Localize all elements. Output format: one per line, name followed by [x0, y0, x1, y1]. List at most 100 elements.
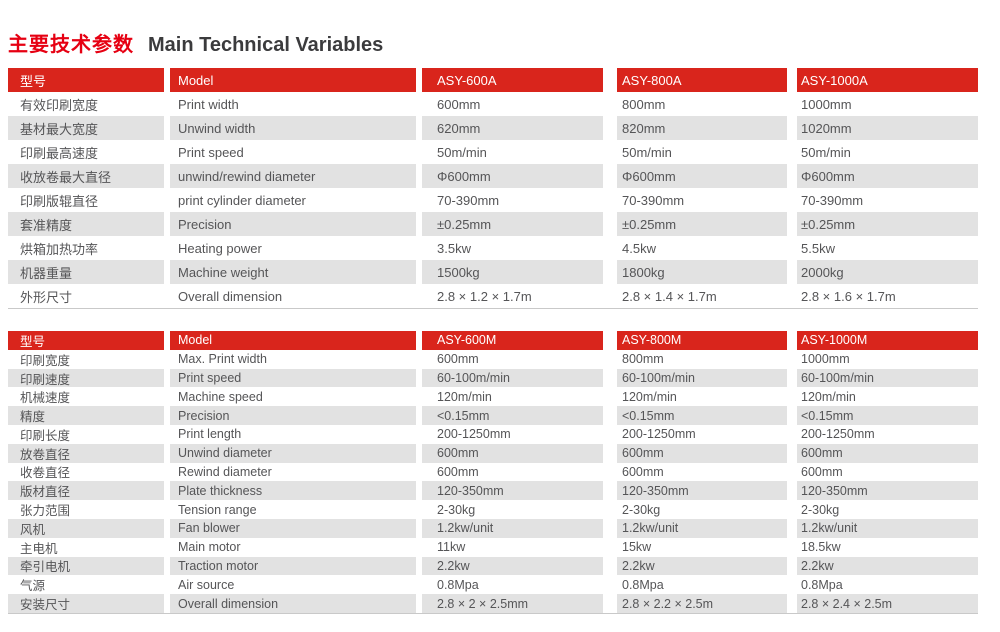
cell-value: 3.5kw — [437, 240, 471, 256]
cell-en-label: unwind/rewind diameter — [170, 164, 416, 188]
column-gap — [787, 594, 797, 613]
cell-cn-label: 烘箱加热功率 — [20, 241, 99, 257]
cell-value: Φ600mm — [797, 164, 978, 188]
cell-en-label: Air source — [178, 577, 235, 592]
header-cell: ASY-800A — [617, 68, 787, 92]
cell-value: ±0.25mm — [797, 212, 978, 236]
column-gap — [603, 406, 617, 425]
cell-en-label: Unwind width — [170, 116, 416, 140]
cell-value: 600mm — [797, 443, 978, 463]
cell-cn-label: 外形尺寸 — [20, 289, 73, 305]
cell-value: 2-30kg — [437, 502, 476, 517]
column-gap — [787, 188, 797, 212]
cell-value: 70-390mm — [801, 192, 864, 208]
cell-en-label: Print speed — [170, 368, 416, 388]
column-gap — [787, 538, 797, 557]
column-gap — [603, 331, 617, 350]
cell-value: 120m/min — [622, 389, 677, 404]
cell-cn-label: 安装尺寸 — [8, 594, 164, 613]
column-gap — [787, 519, 797, 538]
column-gap — [603, 236, 617, 260]
cell-value: 120m/min — [801, 389, 856, 404]
cell-value: 800mm — [622, 352, 664, 367]
cell-value: 1.2kw/unit — [617, 518, 787, 538]
column-gap — [603, 444, 617, 463]
column-gap — [603, 425, 617, 444]
column-gap — [603, 68, 617, 92]
cell-value: <0.15mm — [617, 406, 787, 425]
cell-value: ±0.25mm — [617, 212, 787, 236]
cell-en-label: Print speed — [178, 144, 244, 160]
column-gap — [603, 557, 617, 576]
column-gap — [787, 500, 797, 519]
column-gap — [787, 406, 797, 425]
cell-value: 200-1250mm — [622, 427, 696, 442]
cell-cn-label: 套准精度 — [8, 212, 164, 236]
cell-en-label: Max. Print width — [178, 352, 267, 367]
cell-value: 120-350mm — [797, 481, 978, 501]
cell-en-label: Main motor — [178, 540, 241, 555]
column-gap — [787, 68, 797, 92]
cell-cn-label: 印刷最高速度 — [20, 145, 99, 161]
cell-value: Φ600mm — [422, 164, 603, 188]
cell-value: 50m/min — [801, 144, 851, 160]
column-gap — [787, 116, 797, 140]
cell-value: 15kw — [622, 540, 652, 555]
cell-value: 18.5kw — [801, 540, 841, 555]
column-gap — [603, 92, 617, 116]
cell-value: 800mm — [622, 96, 666, 112]
column-gap — [603, 481, 617, 500]
column-gap — [787, 463, 797, 482]
column-gap — [603, 500, 617, 519]
cell-value: 1.2kw/unit — [797, 518, 978, 538]
cell-en-label: Print length — [178, 427, 242, 442]
cell-value: 1.2kw/unit — [422, 518, 603, 538]
header-cell: Model — [170, 68, 416, 92]
cell-value: 600mm — [437, 464, 479, 479]
cell-cn-label: 风机 — [8, 518, 164, 538]
cell-value: 1800kg — [617, 260, 787, 284]
column-gap — [603, 350, 617, 369]
cell-cn-label: 气源 — [20, 579, 46, 594]
column-gap — [787, 140, 797, 164]
column-gap — [787, 92, 797, 116]
cell-cn-label: 放卷直径 — [8, 443, 164, 463]
column-gap — [787, 331, 797, 350]
cell-value: 2-30kg — [622, 502, 661, 517]
cell-en-label: Traction motor — [170, 556, 416, 576]
column-gap — [603, 260, 617, 284]
cell-value: 200-1250mm — [801, 427, 875, 442]
cell-cn-label: 主电机 — [20, 541, 58, 556]
column-gap — [787, 350, 797, 369]
cell-value: 120m/min — [437, 389, 492, 404]
cell-value: 600mm — [437, 96, 481, 112]
cell-value: 70-390mm — [622, 192, 685, 208]
column-gap — [603, 284, 617, 308]
cell-cn-label: 收卷直径 — [20, 466, 71, 481]
cell-value: 2.8 × 1.6 × 1.7m — [801, 288, 896, 304]
cell-cn-label: 精度 — [8, 406, 164, 425]
cell-en-label: Precision — [170, 212, 416, 236]
cell-value: 1020mm — [797, 116, 978, 140]
cell-en-label: Overall dimension — [170, 594, 416, 613]
column-gap — [787, 284, 797, 308]
column-gap — [603, 116, 617, 140]
column-gap — [787, 260, 797, 284]
page-title: 主要技术参数 Main Technical Variables — [8, 28, 383, 57]
page-title-chinese: 主要技术参数 — [8, 34, 134, 56]
cell-cn-label: 牵引电机 — [8, 556, 164, 576]
cell-value: 2.2kw — [797, 556, 978, 576]
a-series-spec-table: 型号 Model ASY-600A ASY-800A ASY-1000A 有效印刷宽度 Pr… — [8, 68, 978, 332]
column-gap — [787, 557, 797, 576]
cell-value: 0.8Mpa — [622, 577, 664, 592]
cell-value: 2.8 × 2.4 × 2.5m — [797, 594, 978, 613]
column-gap — [603, 369, 617, 388]
column-gap — [603, 463, 617, 482]
cell-en-label: Fan blower — [170, 518, 416, 538]
header-cell: ASY-1000A — [797, 68, 978, 92]
header-cell: ASY-800M — [617, 331, 787, 350]
column-gap — [787, 212, 797, 236]
column-gap — [787, 444, 797, 463]
cell-cn-label: 基材最大宽度 — [8, 116, 164, 140]
header-cell: ASY-1000M — [797, 331, 978, 350]
